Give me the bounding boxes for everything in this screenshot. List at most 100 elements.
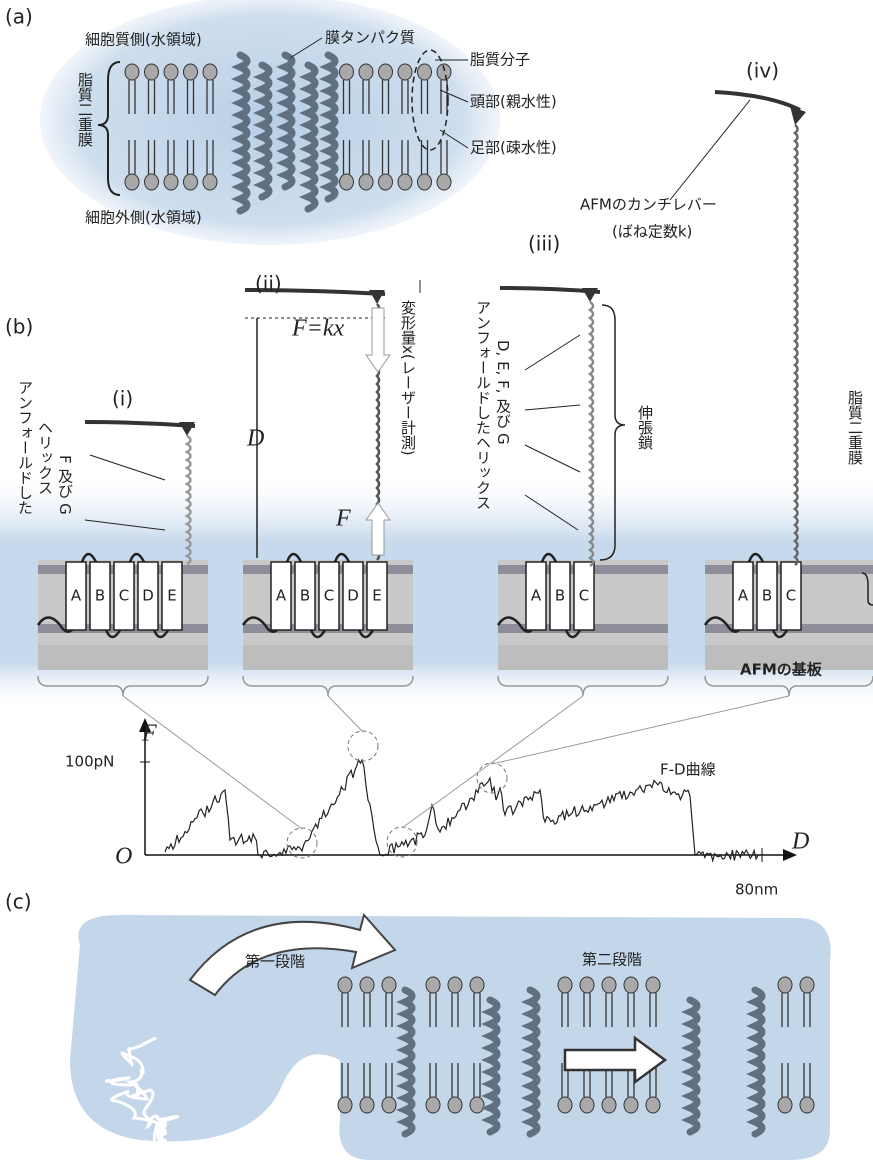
pointer [525,445,580,472]
lipid-head [360,1097,374,1113]
helix [530,990,537,1134]
figure: (a) 細胞質側(水領域) 膜タンパク質 脂質分子 頭部(親水性) 足部(疎水性… [0,0,873,1167]
substrate [498,645,668,670]
force-label: F [335,506,351,532]
pointer [670,100,750,200]
label: 変形量x(レーザー計測) [399,300,417,456]
helix-label: C [324,587,334,605]
label: 脂質二重膜 [846,390,864,466]
helix-label: C [786,587,796,605]
helix-label: A [531,587,542,605]
lipid-head [164,64,178,80]
lipid-head [184,64,198,80]
label: 膜タンパク質 [325,29,415,47]
lipid-head [448,977,462,993]
label: ヘリックス [36,420,54,495]
lipid-head [125,64,139,80]
cantilever-tip [582,288,598,302]
stage-label: (ii) [255,272,282,296]
equation: F=kx [291,316,345,342]
label: F 及び G [56,455,74,515]
connector [402,696,583,828]
lipid-head [382,977,396,993]
axis-label: D [791,829,809,855]
axis-label: F [141,721,157,747]
label: AFMの基板 [740,661,823,679]
label: 細胞質側(水領域) [85,31,202,49]
lipid-head [359,64,373,80]
lipid-head [340,174,354,190]
highlight-circle [348,731,378,761]
lipid-head [602,977,616,993]
lipid-head [558,1097,572,1113]
panel-label: (a) [5,5,33,29]
lipid-head [624,1097,638,1113]
lipid-head [448,1097,462,1113]
label: 第二段階 [582,951,642,969]
axis-label: O [115,844,132,870]
helix [755,990,762,1134]
label: 伸張鎖 [636,405,654,450]
helix-label: A [71,587,82,605]
label: 頭部(親水性) [470,93,557,111]
lipid-head [646,1097,660,1113]
helix-label: C [579,587,589,605]
helix [308,65,315,209]
panel-label: (c) [5,890,32,914]
label: (ばね定数k) [612,223,692,241]
lipid-head [184,174,198,190]
lipid-head [379,64,393,80]
stage-label: (iii) [528,232,560,256]
shapes [0,0,873,1160]
lipid-head [778,977,792,993]
lipid-head [360,977,374,993]
helix-label: B [762,587,772,605]
lipid-head [398,174,412,190]
label: 脂質分子 [470,51,530,69]
helix [328,55,335,199]
lipid-head [398,64,412,80]
lipid-head [580,1097,594,1113]
lipid-head [125,174,139,190]
lipid-head [164,174,178,190]
highlight-circle [287,828,317,858]
helix-label: C [119,587,129,605]
lipid-head [418,174,432,190]
label: 細胞外側(水領域) [85,209,202,227]
lipid-head [203,64,217,80]
lipid-head [624,977,638,993]
distance-label: D [246,426,264,452]
lipid-head [426,1097,440,1113]
helix-label: B [95,587,105,605]
lipid-head [426,977,440,993]
lipid-head [338,977,352,993]
helix-label: A [276,587,287,605]
lipid-head [203,174,217,190]
substrate [243,645,413,670]
helix-label: D [142,587,154,605]
helix-label: D [347,587,359,605]
lipid-head [602,1097,616,1113]
chain [795,125,798,565]
lipid-head [470,977,484,993]
cantilever-tip [369,290,385,304]
label: アンフォールドしたヘリックス [474,300,492,510]
helix-label: A [738,587,749,605]
label: 脂質二重膜 [76,72,94,148]
label: 第一段階 [245,953,305,971]
label: AFMのカンチレバー [580,196,717,214]
lipid-head [580,977,594,993]
lipid-head [646,977,660,993]
force-arrow [366,308,390,372]
lipid-head [800,977,814,993]
pointer [525,335,580,370]
cantilever-tip [179,422,195,436]
lipid-head [437,174,451,190]
lipid-head [800,1097,814,1113]
label: アンフォールドした [16,380,34,515]
helix-label: E [167,587,176,605]
lipid-head [470,1097,484,1113]
label: D, E, F, 及び G [494,340,512,445]
lipid-head [359,174,373,190]
lipid-head [379,174,393,190]
